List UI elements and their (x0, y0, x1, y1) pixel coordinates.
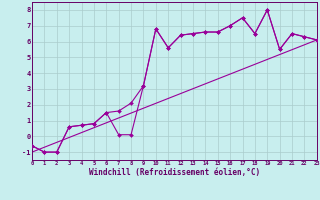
X-axis label: Windchill (Refroidissement éolien,°C): Windchill (Refroidissement éolien,°C) (89, 168, 260, 177)
